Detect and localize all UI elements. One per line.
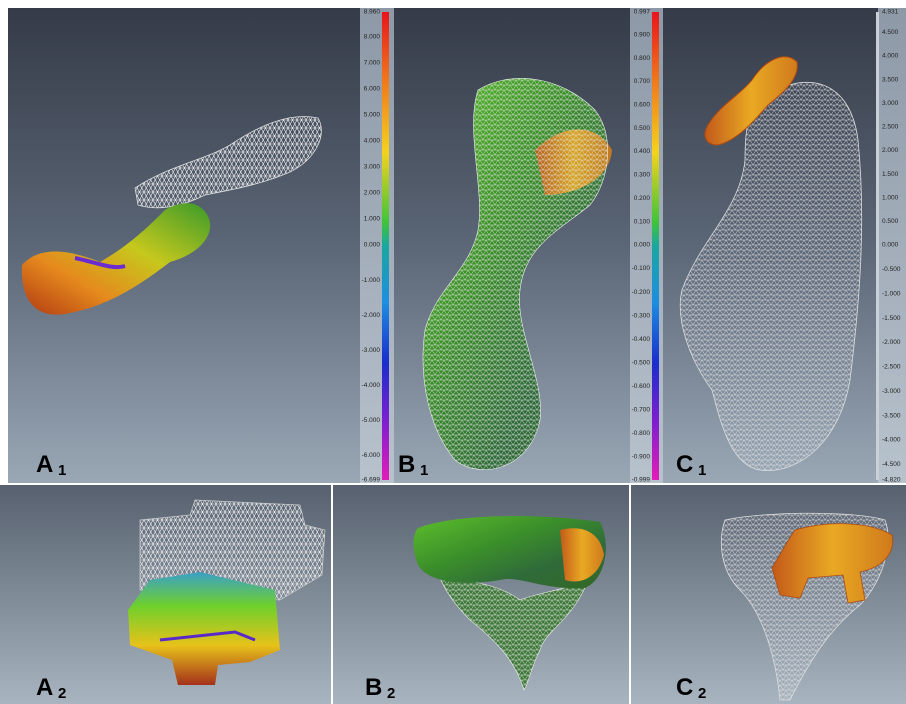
colorbar-tick-label: -3.000 bbox=[362, 347, 381, 354]
colorbar-tick-label: 0.000 bbox=[634, 242, 651, 249]
colorbar-tick-label: 1.000 bbox=[882, 194, 899, 201]
colorbar-tick-label: 1.500 bbox=[882, 171, 899, 178]
colorbar-tick-label: -0.800 bbox=[632, 430, 651, 437]
colorbar-tick-label: 8.000 bbox=[364, 34, 381, 41]
panel-subscript: 2 bbox=[698, 685, 706, 702]
panel-letter: A bbox=[36, 674, 53, 701]
colorbar-tick-label: 0.997 bbox=[634, 9, 651, 16]
colorbar-tick-label: -2.000 bbox=[362, 312, 381, 319]
colorbar-tick-label: -0.300 bbox=[632, 312, 651, 319]
colorbar-tick-label: 3.000 bbox=[882, 100, 899, 107]
panel-letter: C bbox=[676, 451, 693, 478]
colorbar-tick-label: 0.200 bbox=[634, 195, 651, 202]
colorbar-tick-label: 0.900 bbox=[634, 31, 651, 38]
colorbar-tick-label: -5.000 bbox=[362, 417, 381, 424]
colorbar-tick-label: 7.000 bbox=[364, 60, 381, 67]
colorbar-tick-label: 0.500 bbox=[882, 218, 899, 225]
colorbar-tick-label: 0.100 bbox=[634, 218, 651, 225]
colorbar-tick-label: -6.000 bbox=[362, 452, 381, 459]
panel-subscript: 1 bbox=[698, 462, 706, 479]
colorbar-tick-label: -1.500 bbox=[882, 315, 901, 322]
panel-subscript: 2 bbox=[58, 685, 66, 702]
figure: 8.960 8.000 7.000 6.000 5.000 4.000 3.000 2.000… bbox=[0, 0, 906, 704]
colorbar-tick-label: 4.000 bbox=[882, 53, 899, 60]
colorbar-tick-label: 0.500 bbox=[634, 125, 651, 132]
colorbar-tick-label: -2.500 bbox=[882, 364, 901, 371]
colorbar-tick-label: -0.700 bbox=[632, 406, 651, 413]
colorbar-tick-label: -1.000 bbox=[362, 277, 381, 284]
colorbar-tick-label: -0.100 bbox=[632, 265, 651, 272]
colorbar-tick-label: 6.000 bbox=[364, 86, 381, 93]
panel-letter: B bbox=[398, 451, 415, 478]
colorbar-tick-label: -0.500 bbox=[882, 266, 901, 273]
colorbar-tick-label: 8.960 bbox=[364, 9, 381, 16]
colorbar-tick-label: 0.400 bbox=[634, 148, 651, 155]
colorbar-tick-label: 2.000 bbox=[364, 190, 381, 197]
colorbar-tick-label: 4.500 bbox=[882, 29, 899, 36]
colorbar-tick-label: 4.000 bbox=[364, 138, 381, 145]
panel-subscript: 1 bbox=[420, 462, 428, 479]
colorbar-tick-label: 5.000 bbox=[364, 112, 381, 119]
colorbar-tick-label: -0.500 bbox=[632, 359, 651, 366]
colorbar-tick-label: 0.000 bbox=[882, 242, 899, 249]
colorbar-tick-label: 2.000 bbox=[882, 147, 899, 154]
colorbar-tick-label: 0.300 bbox=[634, 172, 651, 179]
panel-letter: A bbox=[36, 451, 53, 478]
colorbar-tick-label: -0.200 bbox=[632, 289, 651, 296]
colorbar-tick-label: -0.400 bbox=[632, 336, 651, 343]
colorbar-tick-label: 0.800 bbox=[634, 55, 651, 62]
panel-letter: B bbox=[365, 674, 382, 701]
panel-subscript: 2 bbox=[387, 685, 395, 702]
colorbar-tick-label: -0.900 bbox=[632, 453, 651, 460]
colorbar-tick-label: -4.820 bbox=[882, 477, 901, 484]
colorbar-tick-label: 2.500 bbox=[882, 124, 899, 131]
colorbar-tick-label: 1.000 bbox=[364, 216, 381, 223]
colorbar-tick-label: 0.700 bbox=[634, 78, 651, 85]
panel-letter: C bbox=[676, 674, 693, 701]
colorbar-tick-label: -6.699 bbox=[362, 477, 381, 484]
colorbar-tick-label: 3.000 bbox=[364, 164, 381, 171]
colorbar-tick-label: -2.000 bbox=[882, 339, 901, 346]
colorbar-tick-label: 3.500 bbox=[882, 76, 899, 83]
colorbar-tick-label: -0.600 bbox=[632, 383, 651, 390]
colorbar-tick-label: 4.931 bbox=[882, 9, 899, 16]
colorbar-tick-label: -4.000 bbox=[362, 382, 381, 389]
colorbar bbox=[652, 12, 659, 480]
colorbar-tick-label: 0.000 bbox=[364, 242, 381, 249]
colorbar-tick-label: -3.000 bbox=[882, 388, 901, 395]
panel-subscript: 1 bbox=[58, 462, 66, 479]
colorbar-tick-label: -3.500 bbox=[882, 412, 901, 419]
colorbar-tick-label: -0.999 bbox=[632, 477, 651, 484]
colorbar-tick-label: -1.000 bbox=[882, 290, 901, 297]
colorbar-tick-label: 0.600 bbox=[634, 101, 651, 108]
colorbar-tick-label: -4.500 bbox=[882, 461, 901, 468]
colorbar-tick-label: -4.000 bbox=[882, 437, 901, 444]
colorbar bbox=[382, 12, 389, 480]
colorbar bbox=[876, 12, 879, 480]
